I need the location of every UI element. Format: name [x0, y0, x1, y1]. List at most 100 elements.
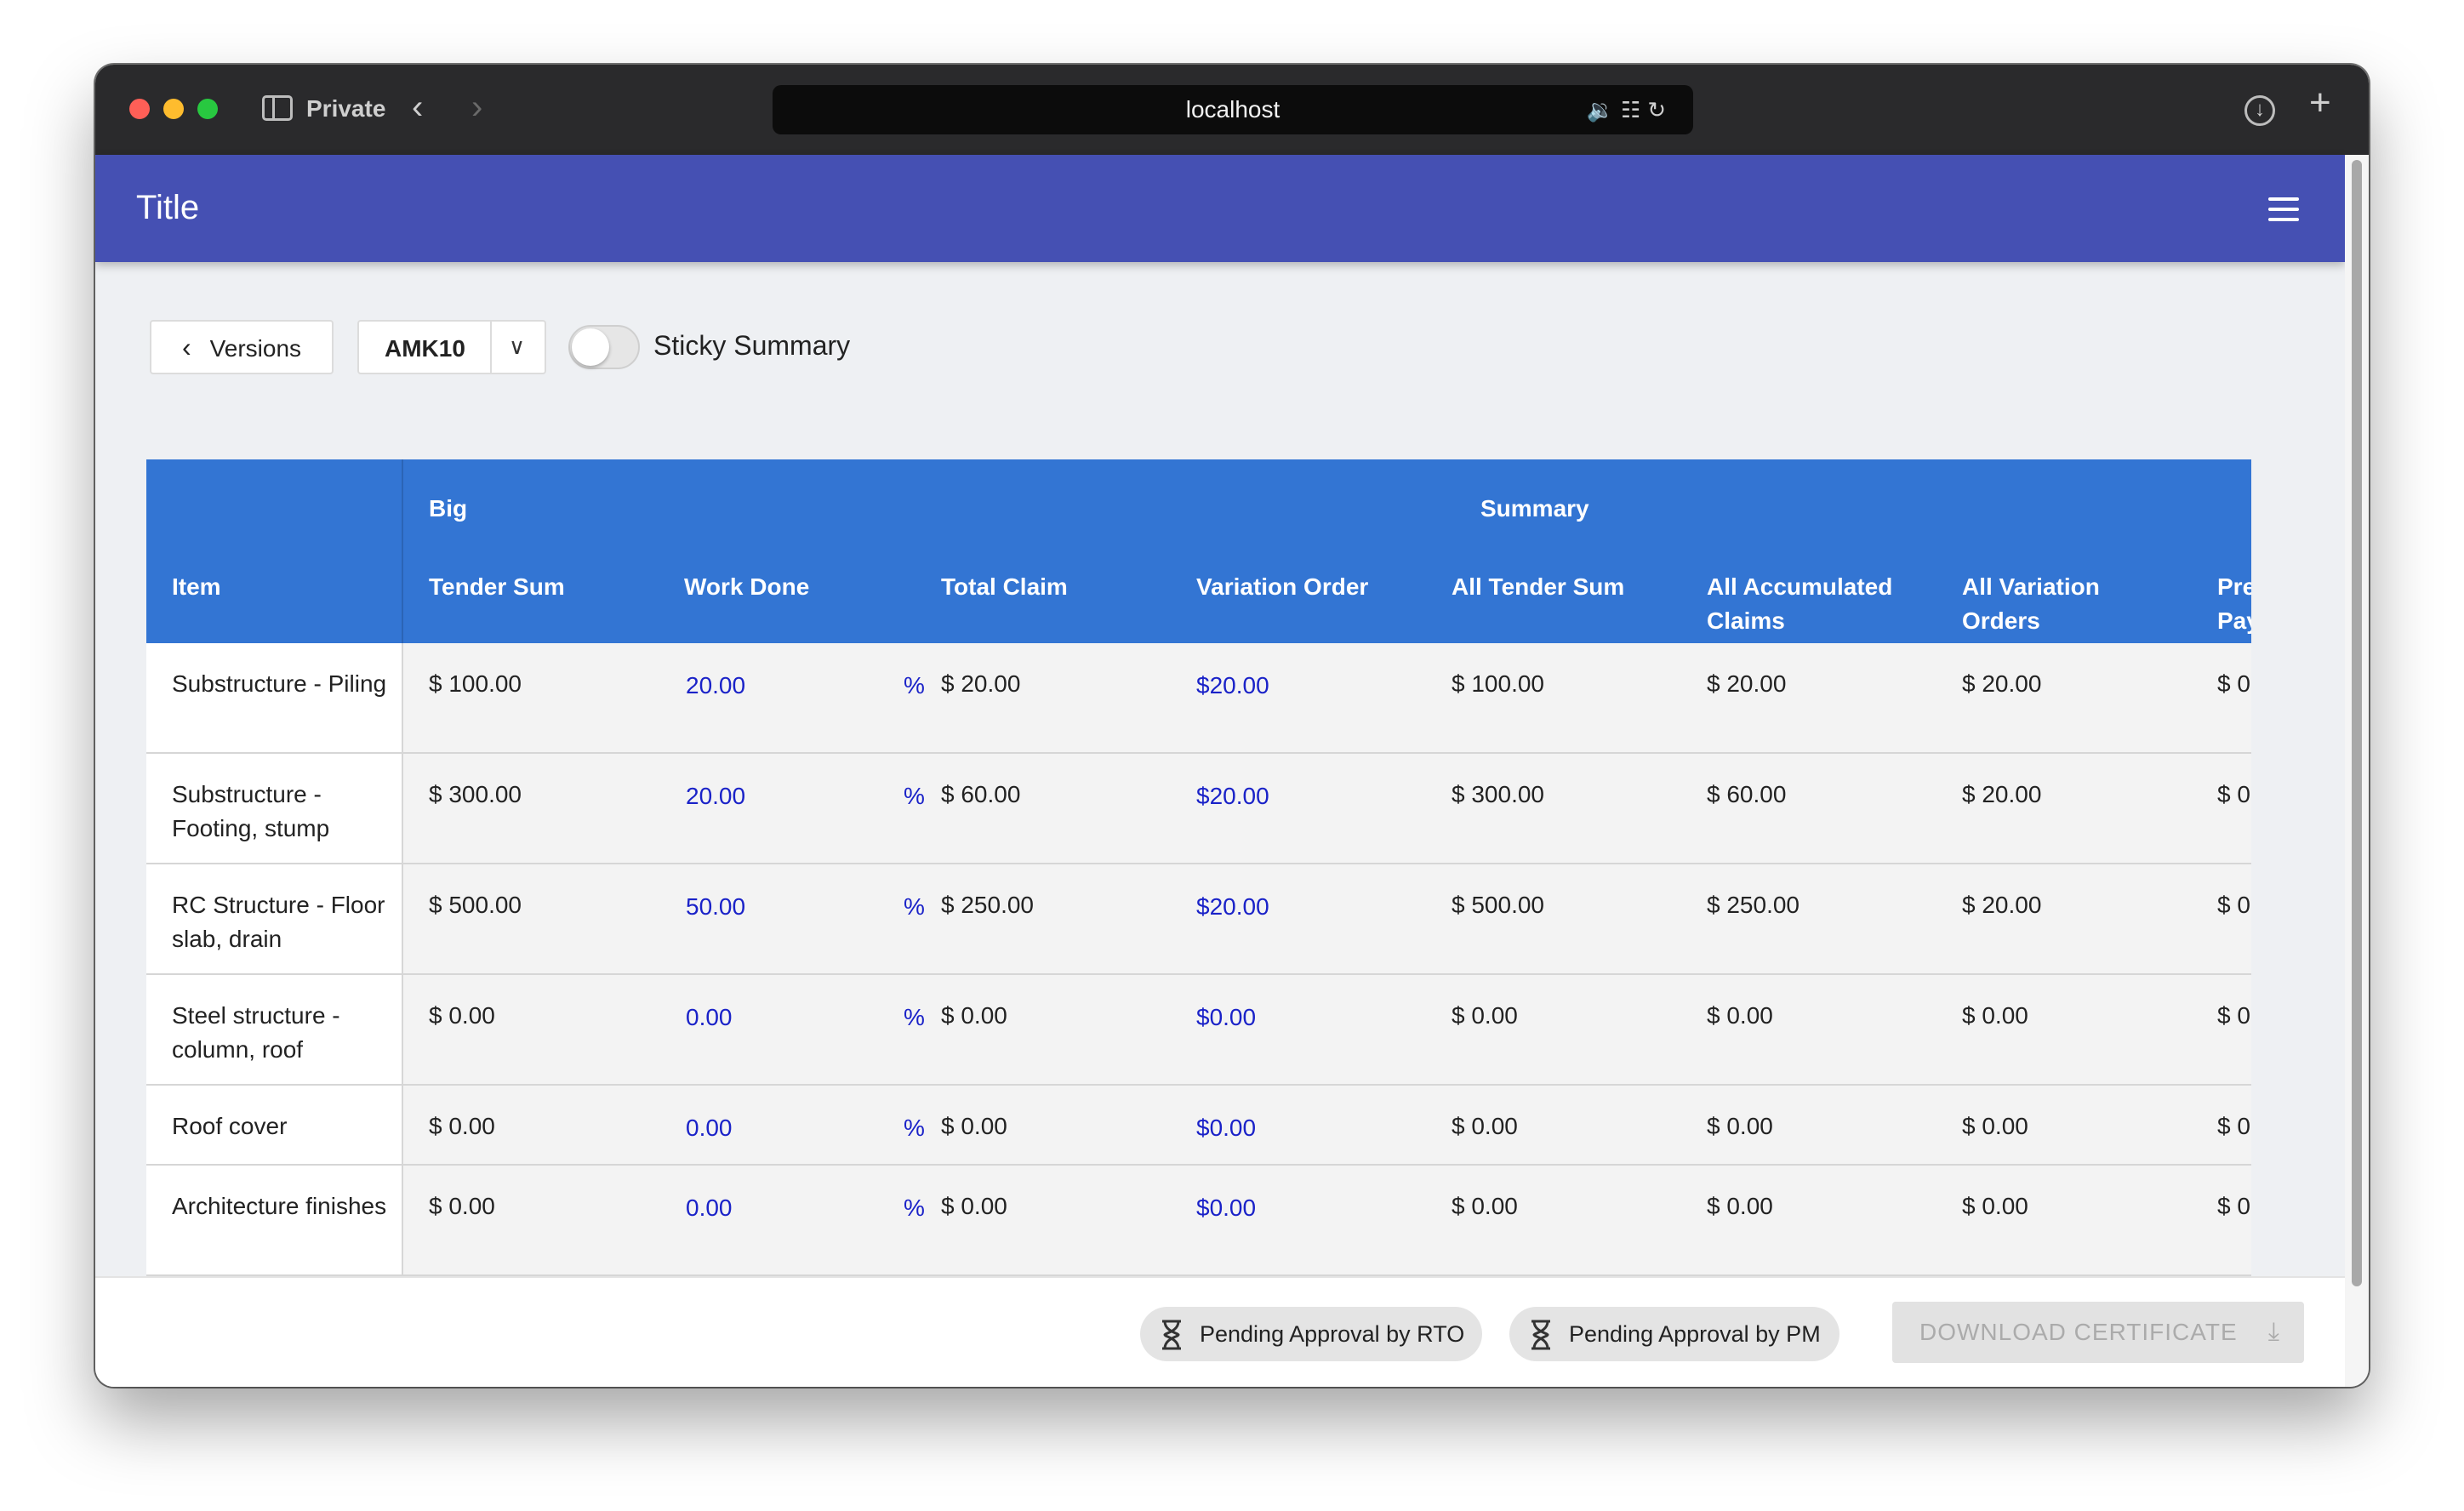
- status-chip-pm-label: Pending Approval by PM: [1569, 1321, 1821, 1347]
- all-accumulated-claims-cell: $ 0.00: [1707, 1113, 1773, 1139]
- address-bar[interactable]: localhost 🔉☷↻: [773, 85, 1693, 134]
- table-row: Steel structure - column, roof $ 0.00 0.00…: [146, 975, 2268, 1086]
- status-chip-rto: Pending Approval by RTO: [1140, 1307, 1482, 1361]
- work-done-cell[interactable]: 50.00: [686, 893, 746, 920]
- total-claim-cell: $ 20.00: [941, 670, 1021, 697]
- reload-icon[interactable]: ↻: [1647, 97, 1673, 123]
- total-claim-cell: $ 0.00: [941, 1002, 1007, 1029]
- app-title: Title: [136, 189, 200, 226]
- percent-symbol: %: [904, 1115, 925, 1141]
- minimize-window-button[interactable]: [163, 99, 184, 119]
- chevron-down-icon[interactable]: ∨: [509, 334, 526, 359]
- hourglass-icon: [1531, 1320, 1550, 1350]
- percent-symbol: %: [904, 1195, 925, 1221]
- version-select[interactable]: AMK10 ∨: [357, 320, 546, 374]
- all-tender-sum-cell: $ 0.00: [1452, 1002, 1518, 1029]
- download-certificate-label: DOWNLOAD CERTIFICATE: [1919, 1319, 2238, 1345]
- vertical-scrollbar[interactable]: [2345, 155, 2369, 1387]
- sticky-summary-toggle[interactable]: [568, 325, 640, 369]
- total-claim-cell: $ 0.00: [941, 1193, 1007, 1219]
- all-accumulated-claims-cell: $ 20.00: [1707, 670, 1787, 697]
- all-variation-orders-cell: $ 0.00: [1962, 1193, 2028, 1219]
- all-tender-sum-cell: $ 300.00: [1452, 781, 1544, 807]
- toggle-knob: [572, 328, 609, 366]
- private-label: Private: [306, 95, 386, 122]
- tender-sum-cell: $ 500.00: [429, 892, 522, 918]
- all-tender-sum-cell: $ 500.00: [1452, 892, 1544, 918]
- item-cell: Substructure - Footing, stump: [146, 754, 403, 863]
- percent-symbol: %: [904, 893, 925, 920]
- address-text: localhost: [1185, 96, 1280, 123]
- item-cell: Architecture finishes: [146, 1166, 403, 1274]
- all-variation-orders-cell: $ 20.00: [1962, 892, 2042, 918]
- total-claim-cell: $ 60.00: [941, 781, 1021, 807]
- table-row: Substructure - Footing, stump $ 300.00 20.…: [146, 754, 2268, 864]
- work-done-cell[interactable]: 0.00: [686, 1004, 733, 1030]
- percent-symbol: %: [904, 1004, 925, 1030]
- work-done-cell[interactable]: 0.00: [686, 1115, 733, 1141]
- table-row: Roof cover $ 0.00 0.00% $ 0.00 $0.00 $ 0.00 $ …: [146, 1086, 2268, 1166]
- col-work-done: Work Done: [684, 573, 810, 600]
- tender-sum-cell: $ 300.00: [429, 781, 522, 807]
- all-tender-sum-cell: $ 0.00: [1452, 1113, 1518, 1139]
- all-tender-sum-cell: $ 100.00: [1452, 670, 1544, 697]
- chevron-left-icon[interactable]: ‹: [412, 88, 424, 126]
- sticky-summary-label: Sticky Summary: [653, 330, 851, 361]
- item-cell: Substructure - Piling: [146, 643, 403, 752]
- hamburger-menu-icon[interactable]: [2268, 197, 2299, 221]
- variation-order-cell[interactable]: $0.00: [1196, 1004, 1257, 1030]
- variation-order-cell[interactable]: $20.00: [1196, 672, 1269, 698]
- table-edge: [2251, 459, 2268, 1276]
- work-done-cell[interactable]: 0.00: [686, 1195, 733, 1221]
- translate-icon[interactable]: ☷: [1620, 97, 1648, 123]
- chevron-right-icon[interactable]: ›: [471, 88, 483, 126]
- all-tender-sum-cell: $ 0.00: [1452, 1193, 1518, 1219]
- variation-order-cell[interactable]: $20.00: [1196, 783, 1269, 809]
- all-variation-orders-cell: $ 0.00: [1962, 1002, 2028, 1029]
- tender-sum-cell: $ 100.00: [429, 670, 522, 697]
- versions-label: Versions: [209, 335, 302, 362]
- all-accumulated-claims-cell: $ 60.00: [1707, 781, 1787, 807]
- sidebar-icon[interactable]: [262, 95, 293, 121]
- tender-sum-cell: $ 0.00: [429, 1002, 495, 1029]
- status-chip-pm: Pending Approval by PM: [1509, 1307, 1839, 1361]
- col-all-variation-orders: All Variation Orders: [1962, 573, 2100, 634]
- col-all-tender-sum: All Tender Sum: [1452, 573, 1625, 600]
- close-window-button[interactable]: [129, 99, 150, 119]
- item-header-cell: Item: [146, 459, 403, 643]
- variation-order-cell[interactable]: $0.00: [1196, 1195, 1257, 1221]
- zoom-window-button[interactable]: [197, 99, 218, 119]
- chevron-left-icon: ‹: [182, 332, 191, 362]
- all-accumulated-claims-cell: $ 0.00: [1707, 1002, 1773, 1029]
- download-circle-icon[interactable]: ↓: [2244, 95, 2275, 126]
- status-chip-rto-label: Pending Approval by RTO: [1200, 1321, 1465, 1347]
- work-done-cell[interactable]: 20.00: [686, 672, 746, 698]
- col-total-claim: Total Claim: [941, 573, 1068, 600]
- col-tender-sum: Tender Sum: [429, 573, 565, 600]
- versions-button[interactable]: ‹ Versions: [150, 320, 334, 374]
- all-accumulated-claims-cell: $ 0.00: [1707, 1193, 1773, 1219]
- browser-toolbar: Private ‹ › localhost 🔉☷↻ ↓ +: [95, 65, 2369, 155]
- tender-sum-cell: $ 0.00: [429, 1113, 495, 1139]
- hourglass-icon: [1162, 1320, 1181, 1350]
- speaker-icon[interactable]: 🔉: [1586, 97, 1621, 123]
- item-cell: RC Structure - Floor slab, drain: [146, 864, 403, 973]
- total-claim-cell: $ 250.00: [941, 892, 1034, 918]
- claims-table: Item Big Summary Tender Sum Work Done To…: [146, 459, 2268, 1276]
- scrollbar-thumb[interactable]: [2352, 160, 2362, 1286]
- table-row: Architecture finishes $ 0.00 0.00% $ 0.00 $0…: [146, 1166, 2268, 1276]
- tender-sum-cell: $ 0.00: [429, 1193, 495, 1219]
- variation-order-cell[interactable]: $0.00: [1196, 1115, 1257, 1141]
- table-header: Item Big Summary Tender Sum Work Done To…: [146, 459, 2268, 643]
- group-header-summary: Summary: [1480, 495, 1589, 522]
- total-claim-cell: $ 0.00: [941, 1113, 1007, 1139]
- col-variation-order: Variation Order: [1196, 573, 1369, 600]
- table-row: RC Structure - Floor slab, drain $ 500.00…: [146, 864, 2268, 975]
- footer-bar: Pending Approval by RTO Pending Approval…: [95, 1276, 2345, 1387]
- all-variation-orders-cell: $ 20.00: [1962, 670, 2042, 697]
- plus-icon[interactable]: +: [2309, 82, 2331, 123]
- work-done-cell[interactable]: 20.00: [686, 783, 746, 809]
- all-variation-orders-cell: $ 0.00: [1962, 1113, 2028, 1139]
- variation-order-cell[interactable]: $20.00: [1196, 893, 1269, 920]
- download-certificate-button[interactable]: DOWNLOAD CERTIFICATE ⤓: [1892, 1302, 2304, 1363]
